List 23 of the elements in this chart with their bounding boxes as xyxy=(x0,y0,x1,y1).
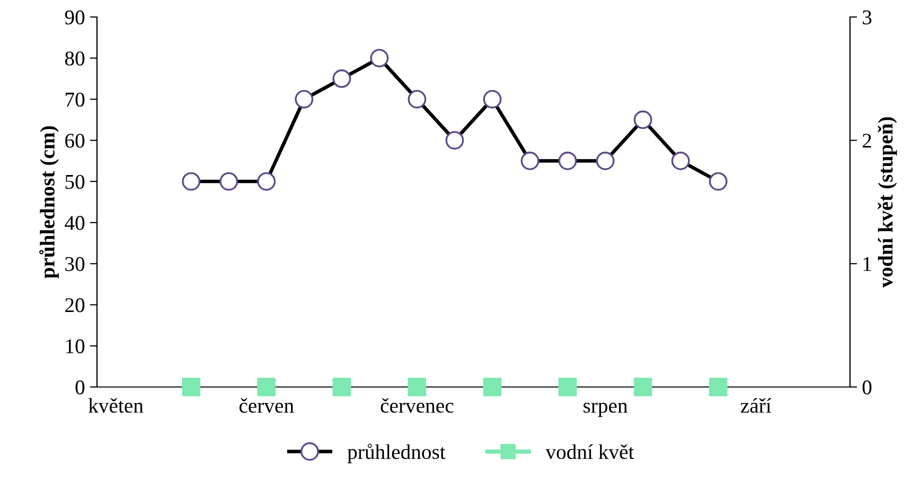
y-tick-label: 0 xyxy=(76,380,84,394)
y-tick-label: 20 xyxy=(65,298,84,312)
y-tick-label: 50 xyxy=(66,174,84,189)
y2-axis-title: vodní květ (stupeň) xyxy=(878,117,897,288)
y-axis-title: průhlednost (cm) xyxy=(39,126,59,278)
y2-tick-label: 0 xyxy=(862,380,872,394)
y2-tick-label: 3 xyxy=(862,10,872,24)
legend-label: vodní květ xyxy=(546,444,634,460)
x-tick-label: srpen xyxy=(584,402,628,418)
y-tick-label: 10 xyxy=(66,339,84,354)
x-tick-label: červen xyxy=(239,398,294,413)
y-tick-label: 60 xyxy=(65,134,84,148)
x-tick-label: září xyxy=(740,398,772,413)
y-tick-label: 90 xyxy=(65,10,84,24)
y2-tick-label: 1 xyxy=(864,257,871,271)
y2-tick-label: 2 xyxy=(862,134,872,148)
y-tick-label: 70 xyxy=(66,92,84,107)
y-tick-label: 40 xyxy=(64,216,84,230)
x-tick-label: červenec xyxy=(380,398,454,413)
x-tick-label: květen xyxy=(88,398,144,413)
legend-label: průhlednost xyxy=(348,444,446,464)
y-tick-label: 80 xyxy=(65,51,84,66)
y-tick-label: 30 xyxy=(65,257,84,272)
